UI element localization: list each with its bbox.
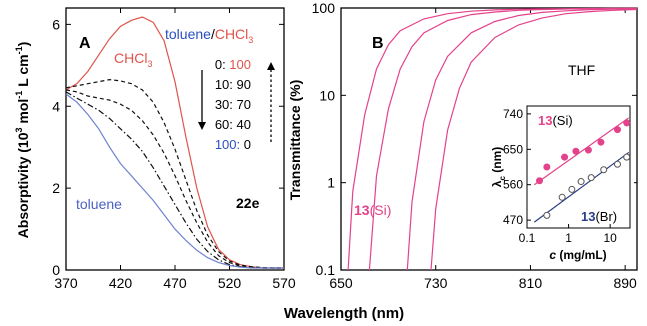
inset-point-si <box>613 126 621 134</box>
toluene-curve-label: toluene <box>76 196 122 212</box>
inset-point-br <box>600 166 608 174</box>
inset-x-tick-label: 1 <box>565 231 572 245</box>
panel-a-x-tick-label: 570 <box>272 275 296 291</box>
panel-a: 370 420 470 520 570 0 2 4 6 Absorptivity (103 mo… <box>14 7 296 291</box>
inset-point-si <box>584 146 592 154</box>
panel-a-y-axis-label: Absorptivity (103 mol-1 L cm-1) <box>14 42 31 239</box>
inset-point-si <box>572 147 580 155</box>
panel-a-y-tick-label: 6 <box>52 16 60 32</box>
solvent-ratio-row: 0: 100 <box>215 57 251 72</box>
inset-fit-lines <box>533 117 630 223</box>
solvent-ratio-row: 10: 90 <box>215 77 251 92</box>
panel-b-x-tick-label: 650 <box>329 275 353 291</box>
inset-ticks: 0.1 1 10 470 560 650 740 <box>503 107 617 245</box>
solvent-label-thf: THF <box>568 62 595 78</box>
panel-a-x-tick-label: 470 <box>163 275 187 291</box>
inset-x-axis-label: c (mg/mL) <box>549 248 606 262</box>
x-axis-label: Wavelength (nm) <box>284 305 404 322</box>
panel-b-y-tick-label: 10 <box>319 87 335 103</box>
panel-b-curves <box>347 7 638 271</box>
solvent-ratio-row: 30: 70 <box>215 97 251 112</box>
inset-y-tick-label: 740 <box>503 107 523 121</box>
panel-a-curves <box>65 16 284 269</box>
inset-fit-line-si <box>533 117 630 186</box>
transmittance-curve-3 <box>406 8 638 271</box>
arrow-up-head <box>267 62 275 70</box>
inset-point-si <box>536 177 544 185</box>
solvent-ratio-title: toluene/CHCl3 <box>165 26 253 45</box>
panel-b-x-tick-label: 890 <box>613 275 637 291</box>
compound-label-22e: 22e <box>236 195 260 211</box>
inset-point-br <box>558 193 566 201</box>
inset-point-si <box>623 119 631 127</box>
inset-y-tick-label: 560 <box>503 178 523 192</box>
panel-b-y-tick-label: 0.1 <box>316 262 336 278</box>
panel-a-letter: A <box>79 35 91 52</box>
solvent-ratio-list: 0: 100 10: 90 30: 70 60: 40 100: 0 <box>215 57 251 152</box>
solvent-ratio-row: 100: 0 <box>215 137 251 152</box>
inset-x-tick-label: 0.1 <box>519 231 536 245</box>
compound-label-13si: 13(Si) <box>354 202 391 218</box>
inset-point-br <box>543 211 551 219</box>
panel-a-x-tick-label: 420 <box>109 275 133 291</box>
panel-b-y-tick-label: 100 <box>312 0 336 16</box>
chcl3-curve-label: CHCl3 <box>114 50 152 69</box>
inset-point-br <box>577 178 585 186</box>
inset-point-br <box>568 185 576 193</box>
panel-b-x-tick-label: 730 <box>424 275 448 291</box>
inset-plot: 0.1 1 10 470 560 650 740 λc (nm) c (mg/mL) 13(… <box>484 100 634 264</box>
inset-point-si <box>561 153 569 161</box>
panel-a-frame <box>65 7 285 271</box>
transmittance-curve-4 <box>430 8 638 271</box>
panel-a-y-tick-label: 4 <box>52 98 60 114</box>
panel-b-frame <box>340 7 638 271</box>
inset-y-tick-label: 470 <box>503 213 523 227</box>
inset-label-13br: 13(Br) <box>581 209 617 224</box>
inset-point-br <box>623 153 631 161</box>
panel-a-x-tick-label: 520 <box>218 275 242 291</box>
inset-label-13si: 13(Si) <box>538 113 573 128</box>
panel-a-y-tick-label: 2 <box>52 180 60 196</box>
inset-fit-line-br <box>533 151 630 223</box>
inset-x-tick-label: 10 <box>603 231 617 245</box>
absorption-curve-60-40 <box>65 91 284 269</box>
panel-b-letter: B <box>372 35 384 52</box>
inset-point-si <box>597 138 605 146</box>
inset-y-tick-label: 650 <box>503 142 523 156</box>
absorption-curve-10-90 <box>65 78 284 269</box>
panel-b-ticks: 650 730 810 890 0.1 1 10 100 <box>312 0 637 291</box>
panel-b-y-tick-label: 1 <box>327 175 335 191</box>
inset-frame <box>526 105 631 229</box>
absorption-curve-toluene <box>65 93 284 269</box>
inset-point-br <box>587 174 595 182</box>
panel-a-x-tick-label: 370 <box>54 275 78 291</box>
arrow-down-head <box>198 122 206 130</box>
inset-background <box>484 100 634 264</box>
panel-b-x-tick-label: 810 <box>519 275 543 291</box>
transmittance-curve-2 <box>368 7 638 271</box>
absorption-curve-CHCl3 <box>65 16 284 269</box>
panel-a-ticks: 370 420 470 520 570 0 2 4 6 <box>52 8 296 291</box>
inset-point-si <box>543 163 551 171</box>
inset-points <box>536 119 631 219</box>
panel-b-y-axis-label: Transmittance (%) <box>287 80 303 201</box>
inset-point-br <box>613 160 621 168</box>
panel-a-y-tick-label: 0 <box>52 262 60 278</box>
solvent-ratio-row: 60: 40 <box>215 117 251 132</box>
inset-y-axis-label: λc (nm) <box>490 147 507 187</box>
absorption-curve-30-70 <box>65 89 284 269</box>
